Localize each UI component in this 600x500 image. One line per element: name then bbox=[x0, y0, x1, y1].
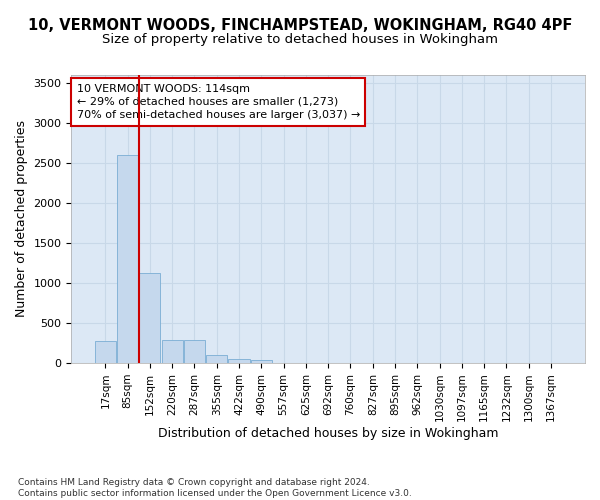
Bar bbox=[161, 340, 183, 363]
Bar bbox=[117, 155, 138, 363]
X-axis label: Distribution of detached houses by size in Wokingham: Distribution of detached houses by size … bbox=[158, 427, 499, 440]
Bar bbox=[139, 274, 160, 363]
Text: 10, VERMONT WOODS, FINCHAMPSTEAD, WOKINGHAM, RG40 4PF: 10, VERMONT WOODS, FINCHAMPSTEAD, WOKING… bbox=[28, 18, 572, 32]
Text: Size of property relative to detached houses in Wokingham: Size of property relative to detached ho… bbox=[102, 32, 498, 46]
Text: 10 VERMONT WOODS: 114sqm
← 29% of detached houses are smaller (1,273)
70% of sem: 10 VERMONT WOODS: 114sqm ← 29% of detach… bbox=[77, 84, 360, 120]
Bar bbox=[229, 358, 250, 363]
Text: Contains HM Land Registry data © Crown copyright and database right 2024.
Contai: Contains HM Land Registry data © Crown c… bbox=[18, 478, 412, 498]
Bar bbox=[95, 342, 116, 363]
Bar bbox=[251, 360, 272, 363]
Bar bbox=[206, 355, 227, 363]
Y-axis label: Number of detached properties: Number of detached properties bbox=[15, 120, 28, 318]
Bar bbox=[184, 340, 205, 363]
